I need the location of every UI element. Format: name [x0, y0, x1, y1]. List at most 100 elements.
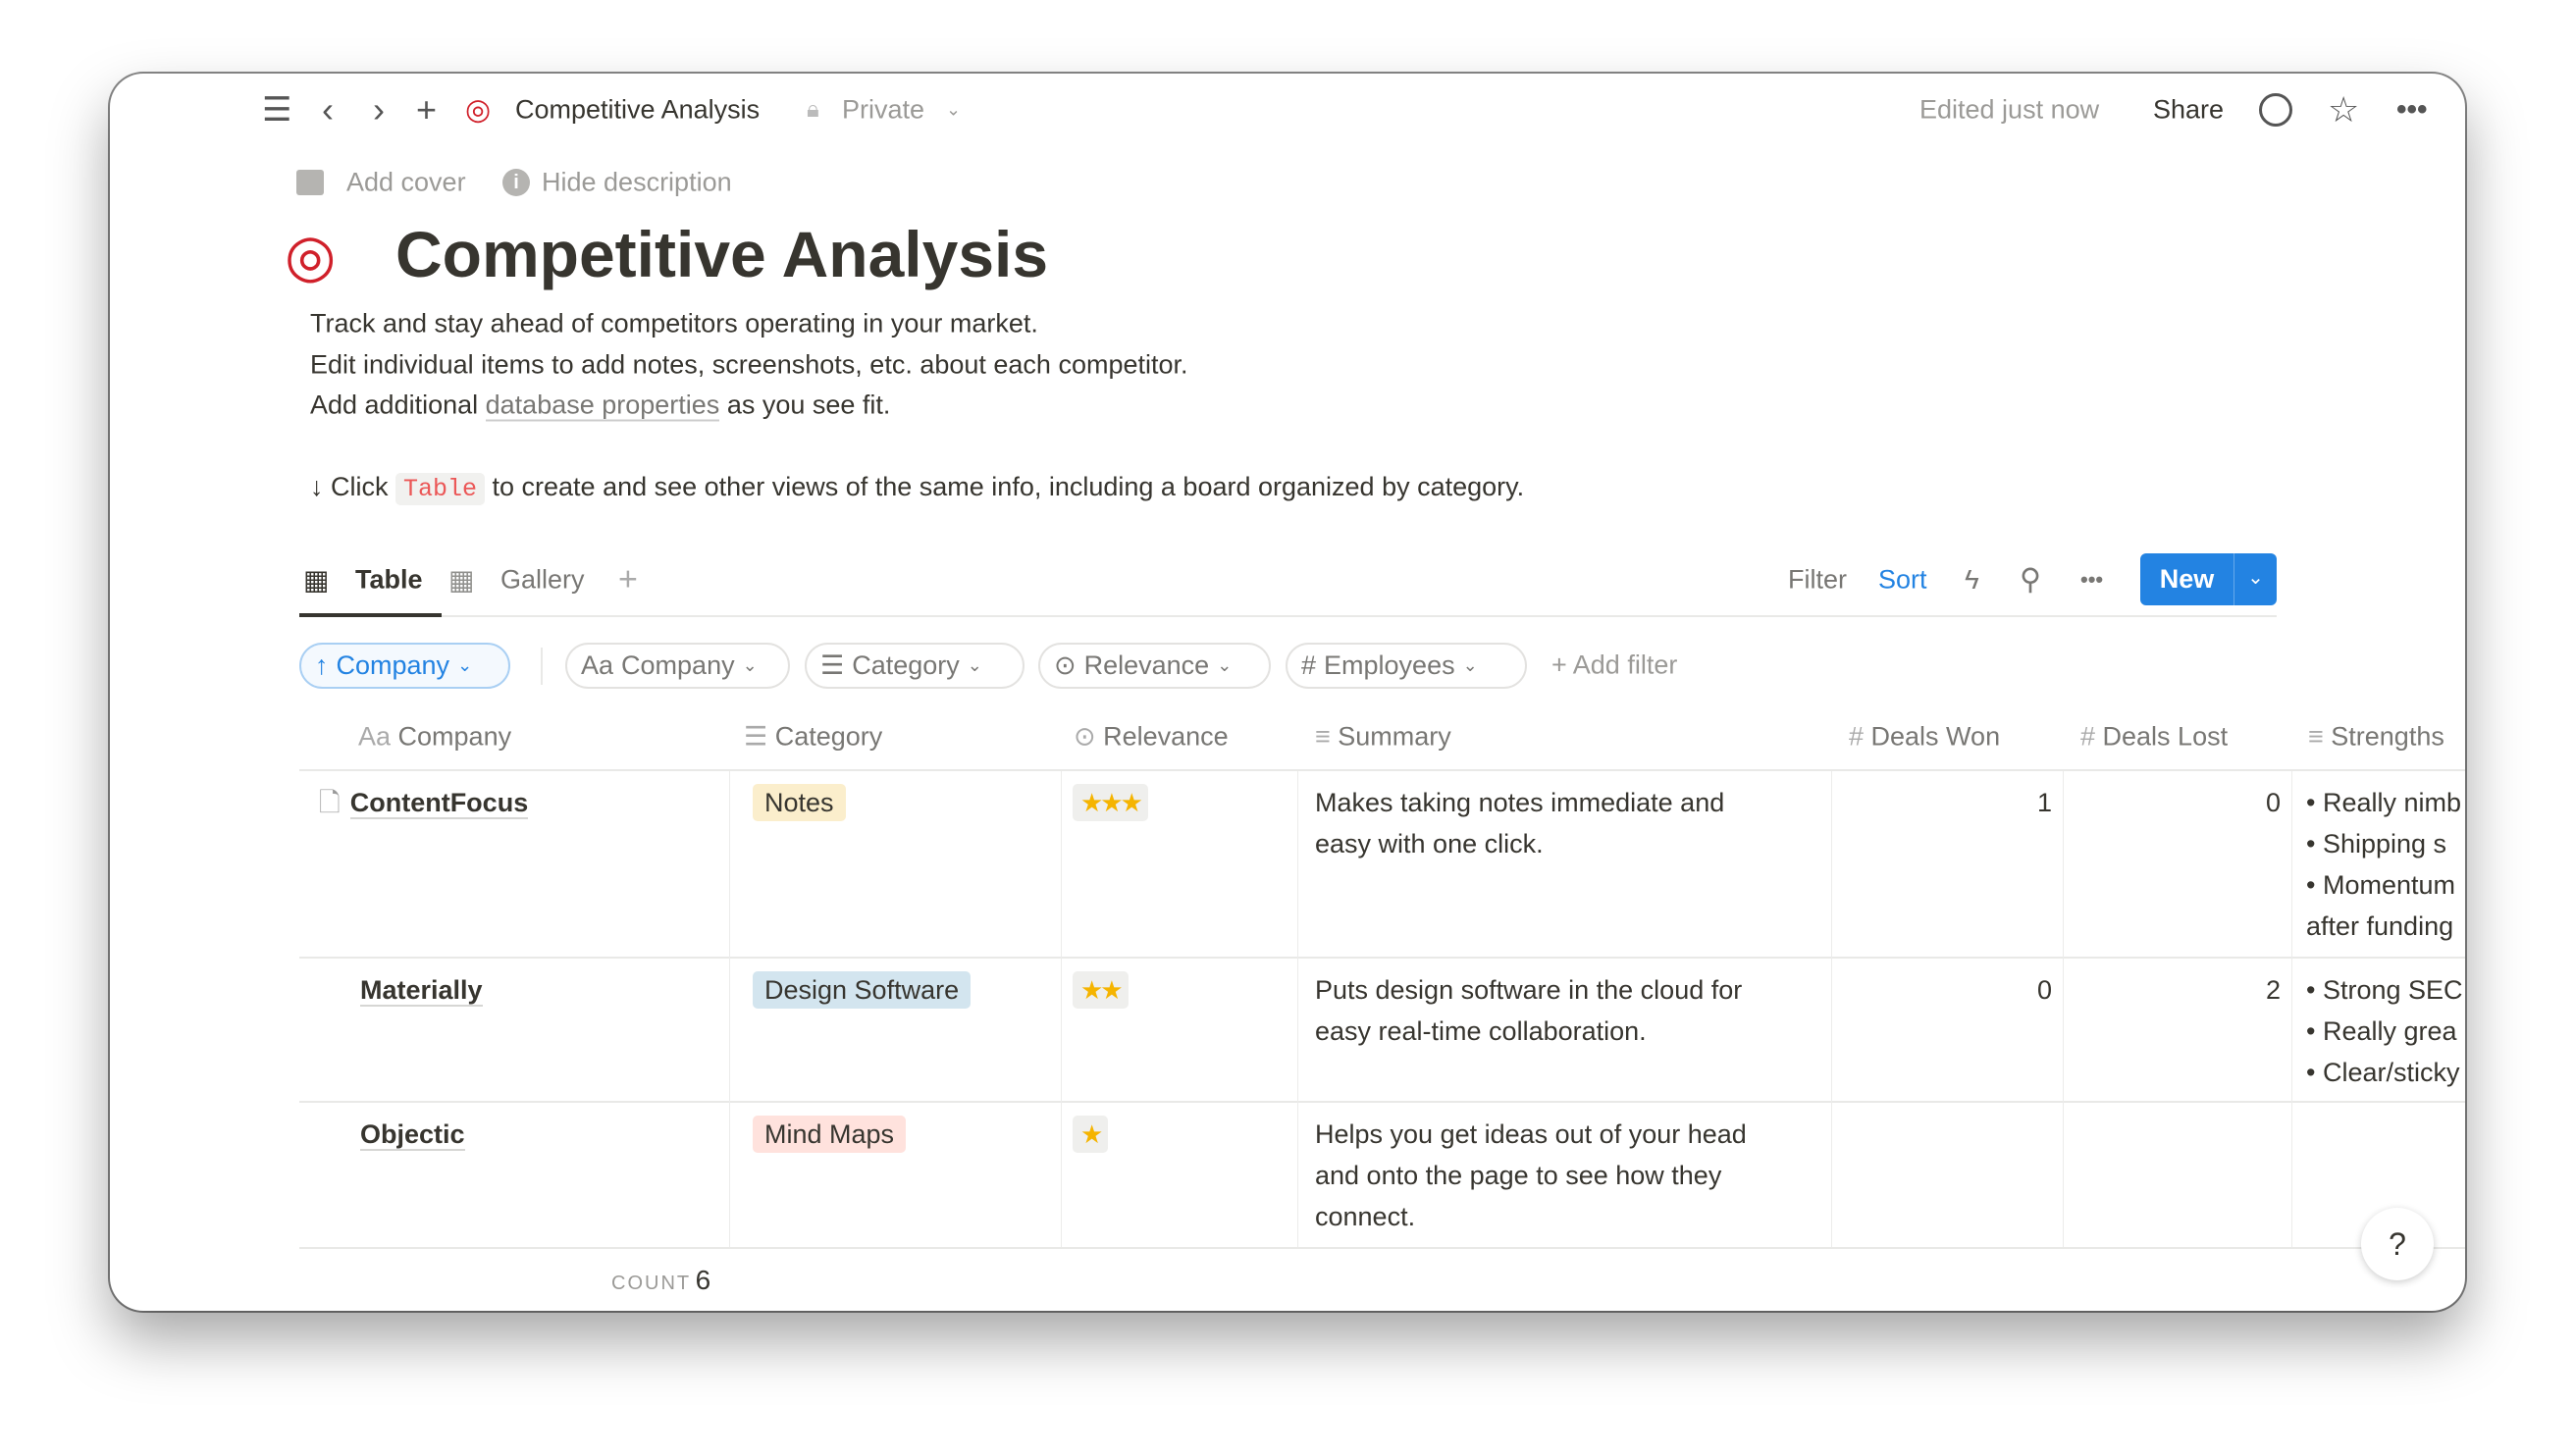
strength-item: • Really nimb [2306, 788, 2462, 817]
company-name[interactable]: ContentFocus [349, 788, 529, 819]
deals-lost-cell[interactable]: 0 [2265, 788, 2281, 817]
header-label: Relevance [1103, 721, 1229, 752]
header-label: Summary [1338, 721, 1451, 752]
more-options-icon[interactable]: ••• [2080, 567, 2104, 592]
summary-line: Makes taking notes immediate and [1315, 788, 1725, 817]
column-header-deals-lost[interactable]: # Deals Lost [2080, 722, 2228, 753]
strength-item: after funding [2306, 911, 2454, 941]
column-header-strengths[interactable]: ≡ Strengths [2308, 722, 2444, 753]
strength-item: • Shipping s [2306, 829, 2447, 858]
info-icon: i [502, 169, 530, 196]
add-view-icon[interactable]: + [618, 560, 638, 598]
sort-button[interactable]: Sort [1878, 564, 1927, 595]
deals-lost-cell[interactable]: 2 [2265, 975, 2281, 1005]
tab-gallery[interactable]: Gallery [500, 564, 585, 595]
filter-chip-relevance[interactable]: ⊙ Relevance ⌄ [1038, 643, 1271, 689]
col-divider [2063, 771, 2064, 1247]
summary-cell[interactable]: Puts design software in the cloud for eas… [1315, 969, 1742, 1052]
summary-line: easy real-time collaboration. [1315, 1016, 1647, 1046]
back-icon[interactable]: ‹ [322, 89, 334, 130]
document-icon: 🗋︎ [319, 788, 341, 817]
help-button[interactable]: ? [2361, 1208, 2434, 1280]
company-cell[interactable]: Objectic [360, 1114, 465, 1155]
relevance-cell[interactable]: ★ [1073, 1114, 1109, 1155]
chevron-down-icon: ⌄ [967, 655, 982, 675]
summary-cell[interactable]: Makes taking notes immediate and easy wit… [1315, 782, 1724, 864]
add-cover-button[interactable]: Add cover [346, 167, 466, 197]
list-icon: ☰ [744, 721, 775, 752]
column-header-company[interactable]: Aa Company [358, 722, 511, 753]
forward-icon[interactable]: › [373, 89, 385, 130]
gallery-icon: ▦ [448, 564, 475, 596]
plus-icon: + [1551, 650, 1573, 680]
deals-won-cell[interactable]: 0 [2036, 975, 2052, 1005]
select-icon: ⊙ [1054, 650, 1077, 680]
sort-chip[interactable]: ↑ Company ⌄ [299, 643, 510, 689]
strength-item: • Really grea [2306, 1016, 2457, 1046]
hide-description-button[interactable]: Hide description [542, 167, 732, 197]
add-filter-button[interactable]: + Add filter [1551, 650, 1677, 681]
summary-cell[interactable]: Helps you get ideas out of your head and … [1315, 1114, 1747, 1237]
new-page-icon[interactable]: + [416, 89, 438, 130]
strength-item: • Clear/sticky [2306, 1058, 2460, 1087]
company-cell[interactable]: 🗋︎ ContentFocus [319, 782, 529, 823]
star-icon[interactable]: ☆ [2328, 89, 2360, 130]
page-title[interactable]: Competitive Analysis [395, 218, 1049, 290]
category-cell[interactable]: Mind Maps [753, 1114, 907, 1155]
chip-label: Company [621, 650, 735, 680]
tab-table[interactable]: Table [355, 564, 423, 595]
privacy-dropdown[interactable]: Private [842, 94, 925, 125]
category-tag: Notes [753, 784, 846, 821]
col-divider [1297, 771, 1298, 1247]
number-icon: # [1301, 650, 1317, 680]
chevron-down-icon: ⌄ [1462, 655, 1478, 675]
company-cell[interactable]: Materially [360, 969, 483, 1011]
automation-bolt-icon[interactable]: ϟ [1965, 564, 1979, 595]
chip-label: Relevance [1083, 650, 1210, 680]
database-properties-link[interactable]: database properties [485, 390, 720, 422]
company-name[interactable]: Objectic [360, 1119, 465, 1151]
deals-won-cell[interactable]: 1 [2036, 788, 2052, 817]
star-rating: ★★ [1073, 971, 1129, 1009]
category-cell[interactable]: Design Software [753, 969, 972, 1011]
text-property-icon: Aa [581, 650, 614, 680]
share-button[interactable]: Share [2153, 94, 2225, 125]
col-divider [1061, 771, 1062, 1247]
text: as you see fit. [719, 390, 891, 420]
star-rating: ★★★ [1073, 784, 1148, 821]
target-emoji-icon: ◎ [285, 223, 337, 288]
lock-icon: 🔒︎ [807, 96, 819, 123]
relevance-cell[interactable]: ★★★ [1073, 782, 1148, 823]
company-name[interactable]: Materially [360, 975, 483, 1007]
strengths-cell[interactable]: • Strong SEC • Really grea • Clear/sticky [2306, 969, 2463, 1093]
row-divider [299, 1247, 2465, 1249]
column-header-relevance[interactable]: ⊙ Relevance [1074, 722, 1229, 753]
column-header-summary[interactable]: ≡ Summary [1315, 722, 1451, 753]
filter-chip-employees[interactable]: # Employees ⌄ [1286, 643, 1527, 689]
count-label: COUNT [611, 1273, 692, 1294]
breadcrumb-title[interactable]: Competitive Analysis [515, 94, 761, 125]
search-icon[interactable]: ⚲ [2020, 563, 2041, 597]
category-tag: Design Software [753, 971, 972, 1009]
col-divider [2291, 771, 2292, 1247]
category-cell[interactable]: Notes [753, 782, 846, 823]
more-icon[interactable]: ••• [2396, 93, 2428, 126]
column-header-deals-won[interactable]: # Deals Won [1849, 722, 2000, 753]
history-icon[interactable] [2259, 93, 2292, 127]
menu-icon[interactable]: ☰ [262, 91, 292, 129]
tabs-divider [299, 615, 2277, 617]
header-label: Deals Won [1870, 721, 2001, 752]
filter-chip-company[interactable]: Aa Company ⌄ [565, 643, 790, 689]
filter-button[interactable]: Filter [1788, 564, 1847, 595]
filter-chip-category[interactable]: ☰ Category ⌄ [805, 643, 1025, 689]
new-button[interactable]: New [2159, 564, 2215, 594]
col-divider [729, 771, 730, 1247]
app-window: ☰ ‹ › + ◎ Competitive Analysis 🔒︎ Privat… [110, 74, 2465, 1311]
new-dropdown-chevron-icon[interactable]: ⌄ [2233, 553, 2277, 605]
strengths-cell[interactable]: • Really nimb • Shipping s • Momentum after… [2306, 782, 2461, 947]
row-divider [299, 769, 2465, 771]
count-value: 6 [695, 1265, 711, 1295]
column-dividers [110, 771, 2465, 1247]
column-header-category[interactable]: ☰ Category [744, 722, 882, 753]
relevance-cell[interactable]: ★★ [1073, 969, 1129, 1011]
